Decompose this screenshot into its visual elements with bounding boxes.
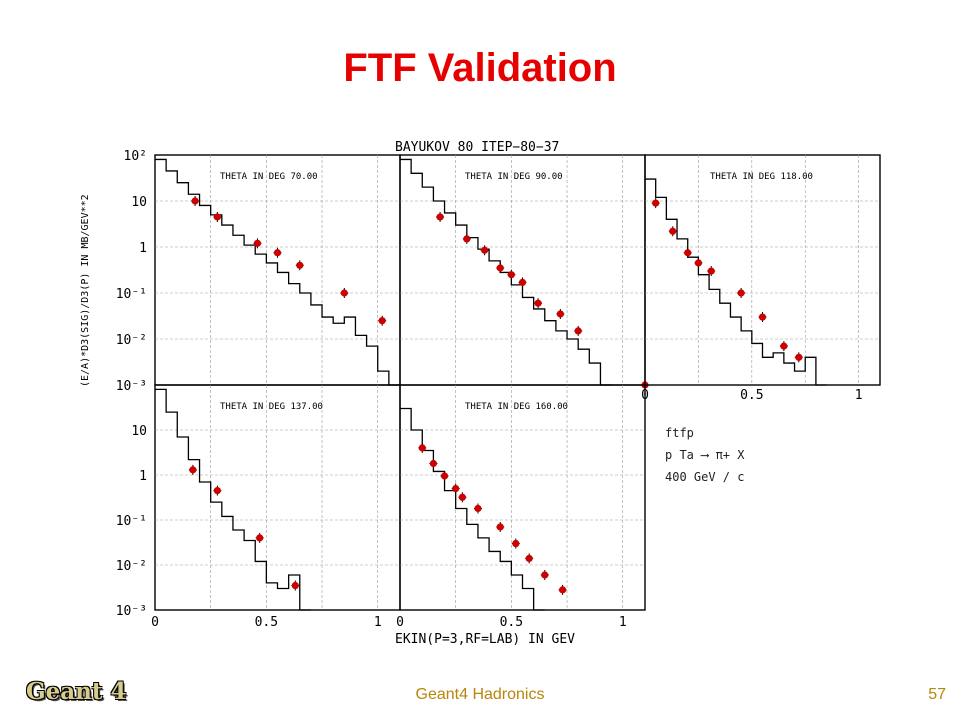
x-axis-label: EKIN(P=3,RF=LAB) IN GEV — [395, 632, 575, 647]
data-point — [574, 327, 582, 335]
panel-2: THETA IN DEG 90.00 — [399, 154, 649, 390]
data-point — [652, 199, 660, 207]
panel-1: THETA IN DEG 70.00 10² 10 1 10⁻¹ 10⁻² 10⁻³ — [116, 149, 401, 394]
data-point — [795, 353, 803, 361]
data-point — [452, 484, 460, 493]
x-tick-label: 0.5 — [255, 615, 278, 630]
panel-frame — [644, 154, 881, 386]
data-point — [296, 261, 304, 269]
data-point — [534, 299, 542, 307]
model-histogram — [400, 158, 612, 386]
panel-angle-label: THETA IN DEG 118.00 — [710, 172, 813, 182]
data-point — [541, 571, 549, 579]
slide-title: FTF Validation — [343, 46, 617, 90]
x-tick-label: 1 — [374, 615, 382, 630]
y-tick-label: 1 — [139, 241, 147, 256]
legend-line-model: ftfp — [665, 426, 694, 440]
chart-header: BAYUKOV 80 ITEP−80−37 — [395, 140, 559, 155]
x-tick-label: 0.5 — [500, 615, 523, 630]
y-tick-label: 10 — [131, 195, 147, 210]
model-histogram — [155, 388, 311, 611]
page-number: 57 — [928, 686, 946, 703]
data-point — [189, 466, 197, 474]
data-point — [512, 539, 520, 548]
data-point — [707, 267, 715, 275]
y-tick-label: 1 — [139, 469, 147, 484]
panel-frame — [154, 384, 401, 611]
y-tick-label: 10² — [124, 149, 147, 164]
data-point — [440, 472, 449, 480]
data-point — [273, 249, 282, 257]
y-tick-label: 10⁻¹ — [116, 514, 147, 529]
legend: ftfp p Ta ⟶ π+ X 400 GeV / c — [665, 426, 745, 484]
data-point — [507, 271, 515, 279]
data-point — [758, 313, 767, 321]
panel-angle-label: THETA IN DEG 90.00 — [465, 172, 563, 182]
data-point — [737, 289, 745, 297]
data-point — [496, 523, 504, 531]
footer-text: Geant4 Hadronics — [415, 686, 545, 703]
x-tick-label: 0 — [151, 615, 159, 630]
x-tick-label: 0 — [396, 615, 404, 630]
data-point — [474, 504, 482, 513]
data-point — [496, 264, 504, 272]
panel-4: THETA IN DEG 137.00 10 1 10⁻¹ 10⁻² 10⁻³ 0 0.5 1 — [116, 384, 401, 630]
data-point — [694, 259, 703, 267]
data-point — [436, 213, 444, 221]
y-tick-label: 10⁻¹ — [116, 287, 147, 302]
model-histogram — [645, 178, 827, 386]
data-point — [525, 554, 533, 563]
y-tick-label: 10 — [131, 424, 147, 439]
panel-angle-label: THETA IN DEG 160.00 — [465, 402, 568, 412]
y-tick-label: 10⁻³ — [116, 604, 147, 619]
panel-frame — [399, 154, 646, 386]
chart-figure: BAYUKOV 80 ITEP−80−37 (E/A)*D3(SIG)/D3(P… — [80, 140, 881, 647]
data-point — [684, 249, 692, 257]
model-histogram — [400, 407, 545, 611]
data-point — [780, 342, 788, 350]
y-axis-label: (E/A)*D3(SIG)/D3(P) IN MB/GEV**2 — [80, 194, 91, 387]
data-point — [291, 581, 299, 590]
y-tick-label: 10⁻² — [116, 333, 147, 348]
legend-line-beam: 400 GeV / c — [665, 470, 744, 484]
data-point — [213, 487, 221, 495]
panel-5: THETA IN DEG 160.00 0 0.5 1 — [396, 384, 646, 630]
data-point — [558, 586, 567, 594]
legend-line-reaction: p Ta ⟶ π+ X — [665, 448, 745, 462]
data-point — [213, 213, 221, 221]
geant4-logo: Geant 4 — [26, 678, 127, 705]
data-point — [463, 235, 471, 243]
data-point — [518, 278, 527, 286]
data-point — [340, 289, 348, 297]
data-point — [669, 227, 677, 235]
x-tick-label: 0.5 — [740, 388, 763, 403]
y-tick-label: 10⁻² — [116, 559, 147, 574]
data-point — [253, 239, 262, 247]
panel-frame — [399, 384, 646, 611]
data-point — [556, 310, 564, 318]
x-tick-label: 1 — [855, 388, 863, 403]
panels-layer: THETA IN DEG 70.0010²10110⁻¹10⁻²10⁻³THET… — [116, 149, 881, 630]
data-point — [429, 459, 438, 468]
data-point — [481, 246, 489, 254]
y-tick-label: 10⁻³ — [116, 379, 147, 394]
data-point — [256, 534, 264, 542]
data-point — [418, 444, 426, 452]
data-point — [378, 317, 386, 325]
data-point — [458, 493, 466, 501]
model-histogram — [155, 158, 400, 386]
data-point — [191, 197, 199, 205]
panel-3: THETA IN DEG 118.000 0.5 1 — [641, 154, 881, 403]
panel-angle-label: THETA IN DEG 137.00 — [220, 402, 323, 412]
x-tick-label: 1 — [619, 615, 627, 630]
panel-angle-label: THETA IN DEG 70.00 — [220, 172, 318, 182]
